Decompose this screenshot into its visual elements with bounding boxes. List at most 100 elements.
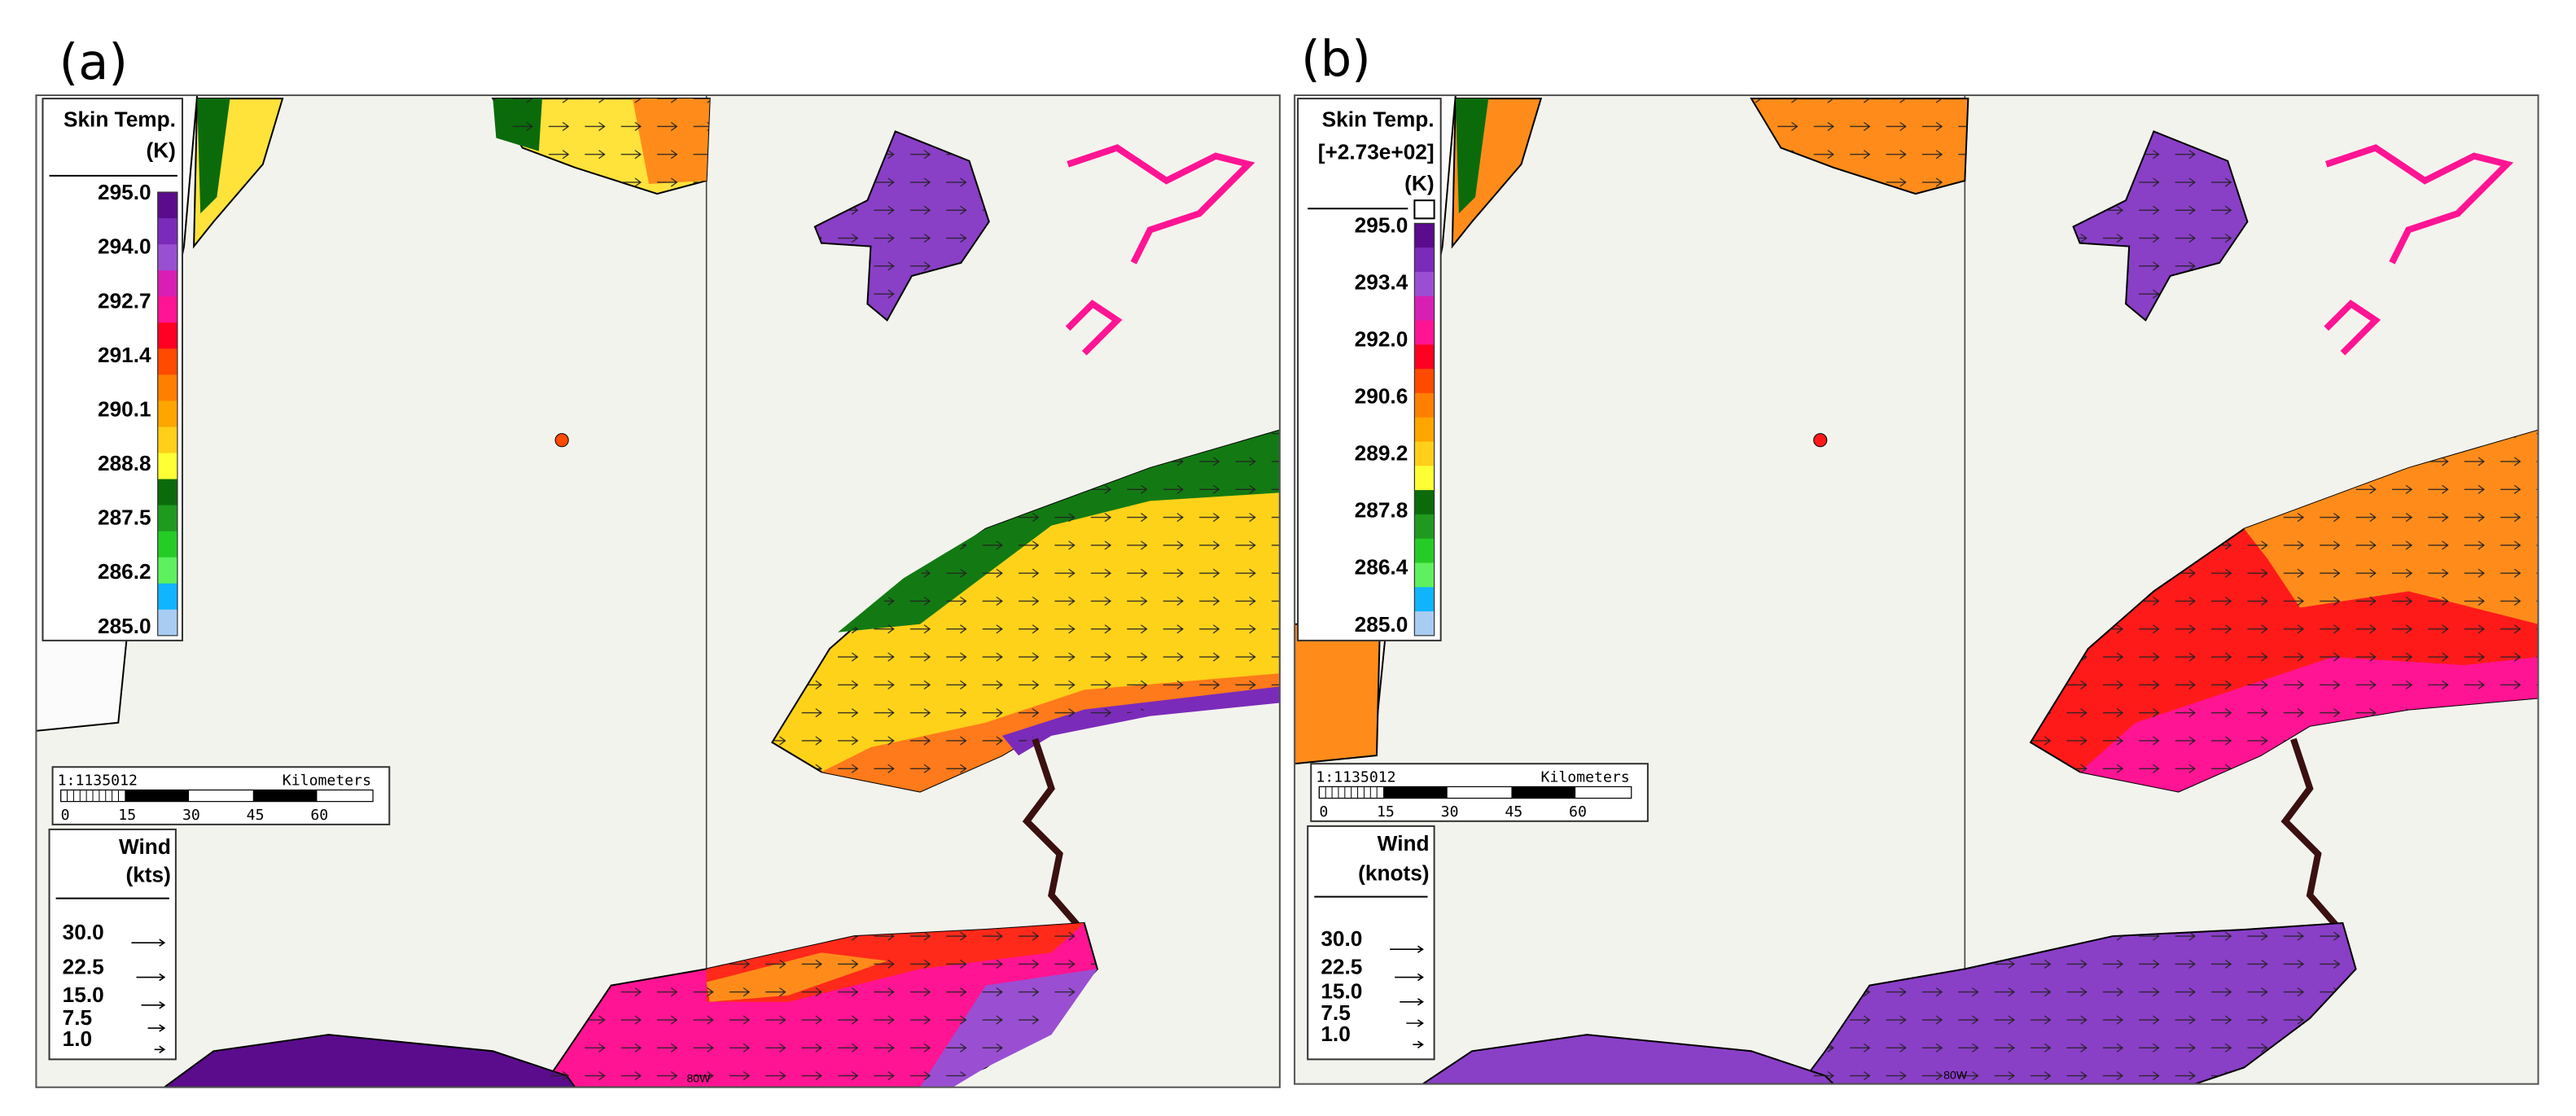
legend-tick-label: 285.0 (1355, 612, 1408, 637)
meridian-label: 80W (1943, 1069, 1968, 1082)
scale-unit: Kilometers (283, 772, 371, 789)
wind-arrow (1390, 945, 1424, 953)
frame-a (35, 94, 1281, 1088)
legend-tick-label: 292.0 (1355, 327, 1408, 352)
legend-b: Skin Temp. [+2.73e+02] (K) 295.0 293.4 292… (1297, 98, 1442, 641)
colorbar-swatch (157, 244, 177, 271)
scale-seg (1383, 786, 1448, 799)
colorbar-swatch (157, 296, 177, 323)
colorbar-swatch (1414, 392, 1435, 418)
wind-value: 1.0 (1321, 1022, 1350, 1046)
colorbar-swatch (1414, 514, 1435, 540)
scale-unit: Kilometers (1540, 768, 1629, 786)
scale-bar (1318, 786, 1632, 799)
wind-arrow (147, 1024, 166, 1032)
wind-arrow (1406, 1019, 1424, 1027)
colorbar-swatch (157, 192, 177, 219)
legend-tick-label: 287.5 (98, 505, 151, 530)
colorbar-swatch (157, 270, 177, 297)
scale-bar (60, 789, 374, 803)
legend-tick-label: 294.0 (98, 234, 151, 259)
colorbar-swatch (1414, 587, 1435, 612)
scale-tick-label: 30 (182, 807, 200, 824)
legend-tick-label: 286.2 (98, 559, 151, 584)
wind-box (48, 828, 177, 1061)
legend-title: Skin Temp. (64, 107, 176, 131)
wind-arrow (131, 939, 166, 947)
legend-title: [+2.73e+02] (1318, 140, 1435, 164)
scale-tick-label: 45 (1505, 803, 1522, 821)
wind-value: 22.5 (63, 954, 104, 978)
scale-seg (1511, 786, 1576, 799)
map-a (36, 95, 1280, 1088)
wind-title: (kts) (125, 862, 170, 886)
legend-title: Skin Temp. (1322, 107, 1435, 131)
legend-tick-label: 289.2 (1355, 441, 1408, 466)
colorbar-swatch (157, 557, 177, 584)
colorbar-swatch (1414, 369, 1435, 394)
map-b (1295, 95, 2539, 1084)
meridian-label: 80W (686, 1072, 711, 1085)
panel-label: (b) (1301, 31, 1371, 88)
wind-value: 1.0 (63, 1026, 92, 1051)
wind-value: 7.5 (63, 1005, 92, 1030)
wind-box (1307, 825, 1435, 1061)
scale-tick-label: 45 (247, 807, 265, 824)
colorbar-swatch (157, 609, 177, 637)
scale-tick-label: 0 (1319, 803, 1328, 821)
wind-value: 15.0 (1321, 979, 1362, 1004)
colorbar-swatch (1414, 223, 1435, 248)
scale-tick-label: 60 (310, 807, 328, 824)
scale-tick-label: 0 (61, 807, 70, 824)
wind-arrow (141, 1001, 166, 1009)
wind-arrow (154, 1045, 166, 1053)
legend-a: Skin Temp. (K) 295.0 294.0 292.7 291.4 290.1… (42, 98, 183, 641)
colorbar-swatch (1414, 466, 1435, 491)
legend-tick-label: 286.4 (1355, 555, 1408, 580)
colorbar-swatch (1414, 611, 1435, 637)
colorbar-swatch (157, 322, 177, 349)
legend-title: (K) (1404, 171, 1434, 195)
legend-tick-label: 295.0 (98, 180, 151, 204)
colorbar-swatch (1414, 271, 1435, 297)
scale-seg (125, 790, 190, 802)
wind-value: 30.0 (1321, 926, 1362, 951)
wind-title: Wind (119, 834, 171, 859)
colorbar-swatch (157, 583, 177, 611)
colorbar-frame (1413, 222, 1435, 637)
legend-title: (K) (147, 138, 176, 163)
scale-tick-label: 30 (1441, 803, 1459, 821)
legend-tick-label: 285.0 (98, 614, 151, 638)
scale-seg (252, 790, 318, 802)
legend-tick-label: 287.8 (1355, 498, 1408, 523)
legend-tick-label: 291.4 (98, 343, 151, 367)
frame-b (1294, 94, 2539, 1085)
colorbar-swatch (1414, 320, 1435, 345)
colorbar-frame (157, 191, 178, 637)
colorbar-swatch (1414, 247, 1435, 273)
colorbar-swatch (1414, 295, 1435, 322)
colorbar-swatch (157, 218, 177, 245)
wind-value: 7.5 (1321, 1000, 1350, 1025)
colorbar-swatch (157, 374, 177, 402)
colorbar-swatch (157, 479, 177, 506)
legend-tick-label: 295.0 (1355, 213, 1408, 238)
wind-value: 15.0 (63, 983, 104, 1007)
wind-value: 30.0 (63, 920, 104, 944)
colorbar-swatch (1414, 441, 1435, 466)
scale-tick-label: 15 (1377, 803, 1395, 821)
wind-title: (knots) (1358, 860, 1429, 885)
legend-tick-label: 293.4 (1355, 270, 1408, 295)
legend-tick-label: 288.8 (98, 451, 151, 475)
colorbar-swatch (157, 505, 177, 532)
colorbar-swatch (1414, 562, 1435, 588)
colorbar-swatch (157, 348, 177, 375)
colorbar-swatch (1414, 490, 1435, 515)
colorbar-swatch (1414, 538, 1435, 564)
colorbar-swatch (1414, 417, 1435, 443)
colorbar-swatch (157, 531, 177, 558)
scale-ratio: 1:1135012 (1316, 768, 1395, 786)
scale-tick-label: 15 (118, 807, 136, 824)
panel-label: (a) (59, 34, 128, 91)
